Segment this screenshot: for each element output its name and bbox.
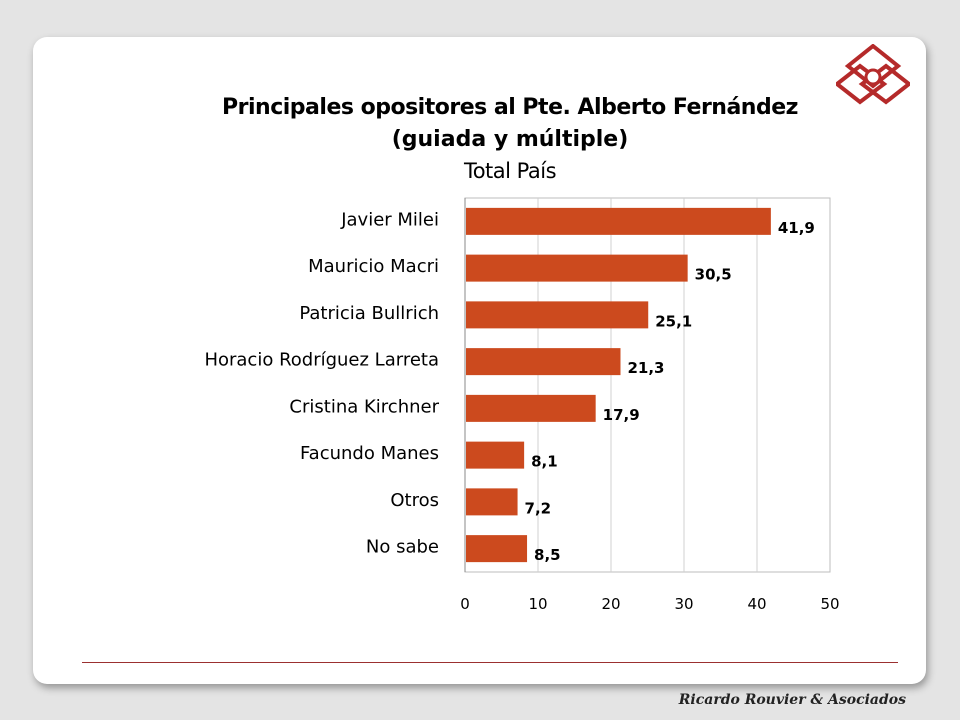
- plot-frame: [464, 197, 831, 573]
- category-label: No sabe: [366, 537, 439, 558]
- x-tick-label: 30: [674, 595, 693, 613]
- data-label: 17,9: [603, 406, 640, 424]
- bar: [466, 394, 596, 422]
- data-label: 21,3: [627, 359, 664, 377]
- bar: [466, 301, 649, 329]
- x-tick-label: 40: [747, 595, 766, 613]
- category-label: Cristina Kirchner: [289, 396, 439, 417]
- category-label: Javier Milei: [340, 209, 439, 230]
- x-tick-label: 0: [460, 595, 470, 613]
- category-label: Mauricio Macri: [308, 256, 439, 277]
- x-tick-label: 10: [528, 595, 547, 613]
- bar: [466, 254, 688, 282]
- bar: [466, 535, 528, 563]
- title-line-1: Principales opositores al Pte. Alberto F…: [222, 95, 798, 120]
- data-label: 7,2: [525, 499, 552, 517]
- footer-brand: Ricardo Rouvier & Asociados: [678, 692, 906, 708]
- title-line-3: Total País: [463, 159, 557, 183]
- x-tick-label: 20: [601, 595, 620, 613]
- category-label: Otros: [390, 490, 439, 511]
- category-label: Horacio Rodríguez Larreta: [204, 350, 439, 371]
- bar: [466, 348, 621, 376]
- bar: [466, 488, 518, 516]
- data-label: 41,9: [778, 219, 815, 237]
- bar: [466, 207, 771, 235]
- category-label: Facundo Manes: [300, 443, 439, 464]
- footer-divider: [82, 662, 898, 663]
- data-label: 25,1: [655, 312, 692, 330]
- diamond-logo-icon: [836, 44, 910, 105]
- title-line-2: (guiada y múltiple): [391, 127, 629, 152]
- x-tick-label: 50: [820, 595, 839, 613]
- data-label: 8,5: [534, 546, 561, 564]
- bar: [466, 441, 525, 469]
- category-label: Patricia Bullrich: [299, 303, 439, 324]
- data-label: 30,5: [695, 266, 732, 284]
- data-label: 8,1: [531, 453, 558, 471]
- chart-title: Principales opositores al Pte. Alberto F…: [220, 92, 800, 186]
